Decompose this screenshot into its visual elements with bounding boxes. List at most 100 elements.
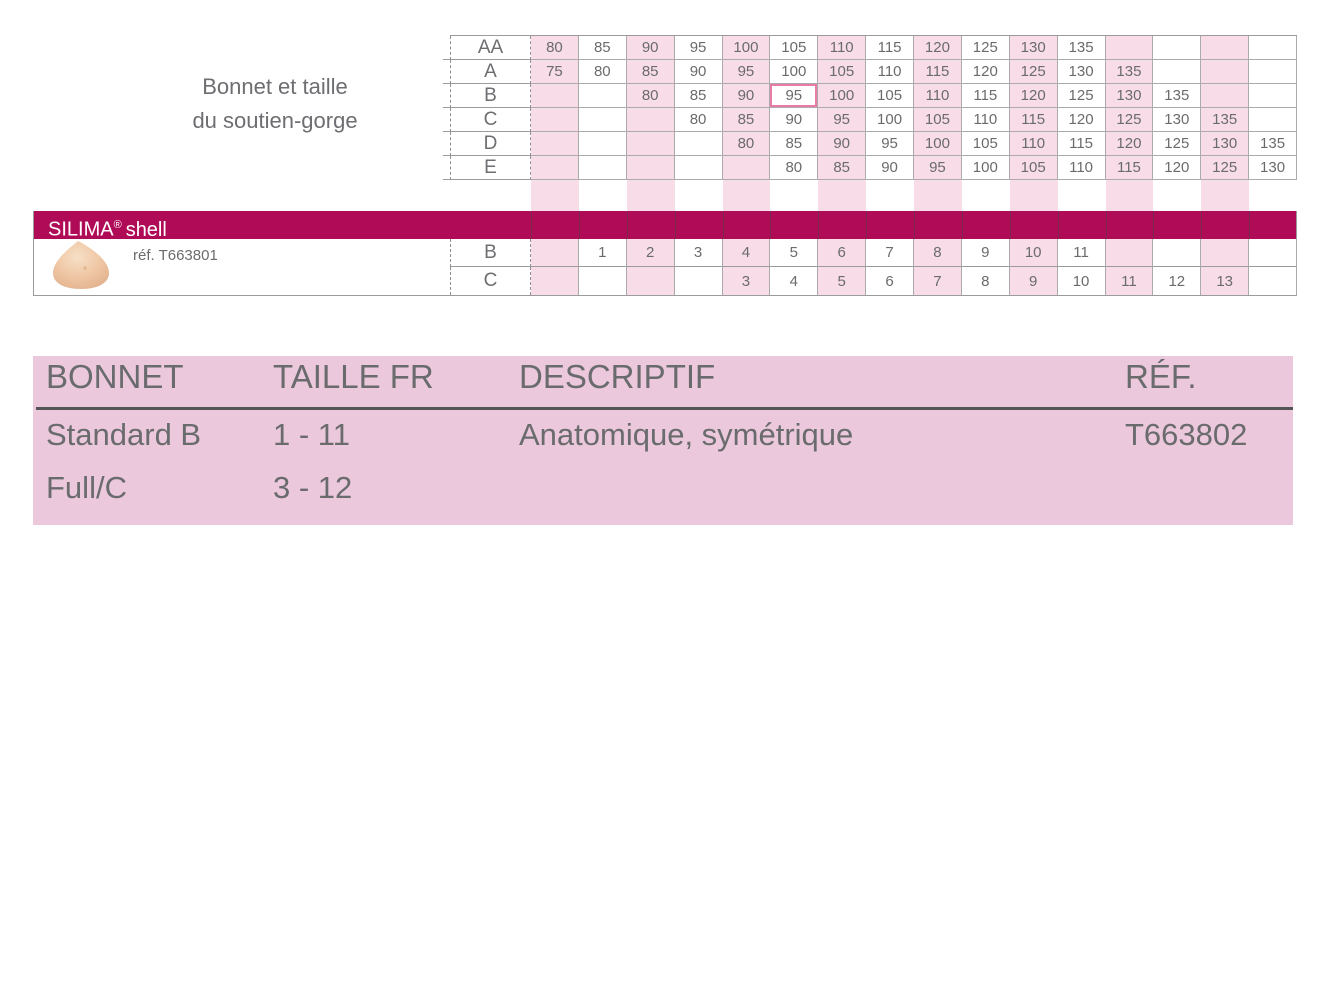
product-size-cell: 11 (1105, 267, 1154, 295)
size-cell: 135 (1057, 36, 1106, 60)
size-cell: 130 (1249, 156, 1297, 180)
size-cell (1153, 60, 1202, 84)
bar-divider (1249, 211, 1251, 239)
size-cell: 120 (1057, 108, 1106, 132)
product-size-cell: 2 (626, 239, 675, 267)
size-cell (531, 84, 579, 108)
pink-column-stripes (531, 179, 1297, 211)
size-cell: 130 (1201, 132, 1250, 156)
cup-label: B (443, 84, 531, 108)
product-size-cell: 1 (578, 239, 627, 267)
size-cell (1105, 36, 1154, 60)
bar-divider (1105, 211, 1107, 239)
bra-size-grid: AA 80 85 90 95 100 105 110 115 120 125 130 135 A 75 80 8… (443, 35, 1297, 180)
brand-bar: SILIMA® shell (34, 211, 1296, 241)
size-cell: 115 (866, 36, 914, 60)
size-cell: 135 (1153, 84, 1202, 108)
size-cell: 100 (961, 156, 1010, 180)
size-cell: 115 (914, 60, 962, 84)
bar-divider (722, 211, 724, 239)
product-size-cell: 3 (674, 239, 723, 267)
size-cell: 85 (722, 108, 771, 132)
size-cell: 135 (1249, 132, 1297, 156)
product-size-cell: 13 (1201, 267, 1250, 295)
size-cell: 125 (1105, 108, 1154, 132)
size-cell (531, 108, 579, 132)
size-cell: 80 (674, 108, 723, 132)
size-cell: 120 (961, 60, 1010, 84)
size-cell: 120 (1105, 132, 1154, 156)
size-cell: 90 (626, 36, 675, 60)
size-cell: 100 (914, 132, 962, 156)
size-cell (531, 156, 579, 180)
product-size-cell: 8 (962, 267, 1010, 295)
size-cell: 80 (578, 60, 627, 84)
size-cell (1201, 84, 1250, 108)
product-size-cell: 5 (818, 267, 867, 295)
summary-cell: 3 - 12 (273, 470, 353, 505)
size-cell: 85 (818, 156, 867, 180)
size-cell: 90 (770, 108, 819, 132)
product-size-cell (1105, 239, 1154, 267)
summary-header: BONNET (46, 358, 184, 395)
size-cell: 115 (1009, 108, 1058, 132)
summary-header: DESCRIPTIF (519, 358, 716, 395)
size-cell: 90 (866, 156, 914, 180)
summary-cell: T663802 (1125, 417, 1248, 452)
product-ref: réf. T663801 (133, 247, 218, 264)
product-size-cell: 9 (961, 239, 1010, 267)
size-cell: 100 (818, 84, 867, 108)
bar-divider (914, 211, 915, 239)
size-cell: 120 (1009, 84, 1058, 108)
pink-stripe (1201, 179, 1250, 211)
summary-header: TAILLE FR (273, 358, 434, 395)
bar-divider (818, 211, 820, 239)
size-cell: 95 (770, 84, 819, 108)
product-cup-label: B (450, 239, 531, 267)
size-cell: 135 (1201, 108, 1250, 132)
summary-header: RÉF. (1125, 358, 1197, 395)
size-cell (674, 132, 723, 156)
product-size-cell: 8 (914, 239, 962, 267)
size-cell (531, 132, 579, 156)
caption-line2: du soutien-gorge (192, 108, 358, 133)
product-size-cell (1249, 267, 1297, 295)
summary-cell: Standard B (46, 417, 202, 452)
product-size-cell: 11 (1057, 239, 1106, 267)
pink-stripe (818, 179, 867, 211)
size-cell: 110 (1057, 156, 1106, 180)
size-cell: 95 (674, 36, 723, 60)
size-cell (578, 108, 627, 132)
size-cell: 125 (1009, 60, 1058, 84)
brand-name: SILIMA (48, 218, 114, 241)
bar-divider (961, 211, 963, 239)
size-cell: 125 (1057, 84, 1106, 108)
size-cell: 110 (818, 36, 867, 60)
product-size-cell (579, 267, 627, 295)
size-cell (1249, 84, 1297, 108)
size-cell (578, 132, 627, 156)
bar-divider (626, 211, 628, 239)
size-cell: 115 (961, 84, 1010, 108)
prosthesis-photo (50, 240, 112, 290)
pink-stripe (1009, 179, 1058, 211)
bar-divider (770, 211, 772, 239)
size-cell: 110 (866, 60, 914, 84)
brand-suffix: shell (125, 218, 167, 241)
bar-divider (1153, 211, 1155, 239)
bar-divider (531, 211, 532, 239)
size-cell: 90 (722, 84, 771, 108)
product-size-cell (1201, 239, 1250, 267)
size-cell: 125 (1201, 156, 1250, 180)
pink-stripe (1105, 179, 1154, 211)
size-cell: 130 (1105, 84, 1154, 108)
size-cell: 80 (626, 84, 675, 108)
size-cell: 135 (1105, 60, 1154, 84)
pink-stripe (531, 179, 579, 211)
cup-label: D (443, 132, 531, 156)
bar-divider (674, 211, 676, 239)
size-chart-caption: Bonnet et taille du soutien-gorge (150, 70, 400, 138)
size-cell: 95 (818, 108, 867, 132)
brand-title: SILIMA® shell (48, 211, 167, 244)
